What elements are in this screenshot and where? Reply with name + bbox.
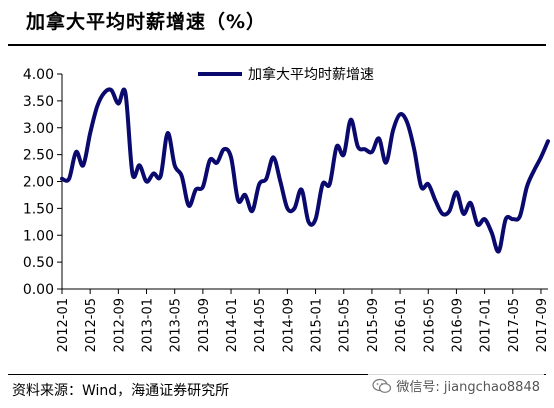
series-line	[60, 87, 550, 254]
x-tick-label: 2012-05	[84, 298, 99, 352]
y-tick-label: 1.50	[23, 201, 54, 217]
title-divider	[8, 44, 546, 46]
chart-title: 加拿大平均时薪增速（%）	[26, 11, 267, 33]
legend-label: 加拿大平均时薪增速	[248, 66, 374, 83]
x-tick-label: 2016-05	[422, 298, 437, 352]
y-tick-label: 4.00	[23, 67, 54, 83]
y-tick-label: 1.00	[23, 228, 54, 244]
legend: 加拿大平均时薪增速	[198, 66, 374, 83]
x-tick-label: 2013-05	[169, 298, 184, 352]
x-tick-label: 2016-01	[394, 298, 409, 352]
watermark: 微信号: jiangchao8848	[368, 374, 544, 397]
y-tick-label: 2.00	[23, 175, 54, 191]
y-tick-label: 0.50	[23, 255, 54, 271]
x-tick-label: 2017-09	[535, 298, 550, 352]
x-tick-label: 2015-01	[310, 298, 325, 352]
line-chart: 0.00 0.50 1.00 1.50 2.00 2.50 3.00 3.50 4.00 201…	[23, 66, 550, 352]
y-tick-label: 3.00	[23, 121, 54, 137]
x-tick-label: 2014-01	[225, 298, 240, 352]
source-divider	[8, 374, 546, 375]
series-layer	[60, 87, 550, 254]
x-tick-label: 2014-09	[281, 298, 296, 352]
y-tick-label: 3.50	[23, 94, 54, 110]
x-tick-label: 2016-09	[450, 298, 465, 352]
source-note: 资料来源：Wind，海通证券研究所	[12, 383, 230, 399]
x-tick-label: 2014-05	[253, 298, 268, 352]
x-tick-label: 2017-01	[479, 298, 494, 352]
x-tick-label: 2012-01	[56, 298, 71, 352]
y-tick-label: 2.50	[23, 148, 54, 164]
x-axis: 2012-01 2012-05 2012-09 2013-01 2013-05 2013-…	[56, 288, 550, 352]
x-tick-label: 2013-01	[141, 298, 156, 352]
x-tick-label: 2013-09	[197, 298, 212, 352]
y-axis: 0.00 0.50 1.00 1.50 2.00 2.50 3.00 3.50 4.00	[23, 67, 63, 298]
x-tick-label: 2015-05	[338, 298, 353, 352]
x-tick-label: 2017-05	[507, 298, 522, 352]
watermark-text: 微信号: jiangchao8848	[396, 380, 540, 395]
wechat-icon	[372, 378, 392, 393]
x-tick-label: 2015-09	[366, 298, 381, 352]
x-tick-label: 2012-09	[112, 298, 127, 352]
y-tick-label: 0.00	[23, 282, 54, 298]
